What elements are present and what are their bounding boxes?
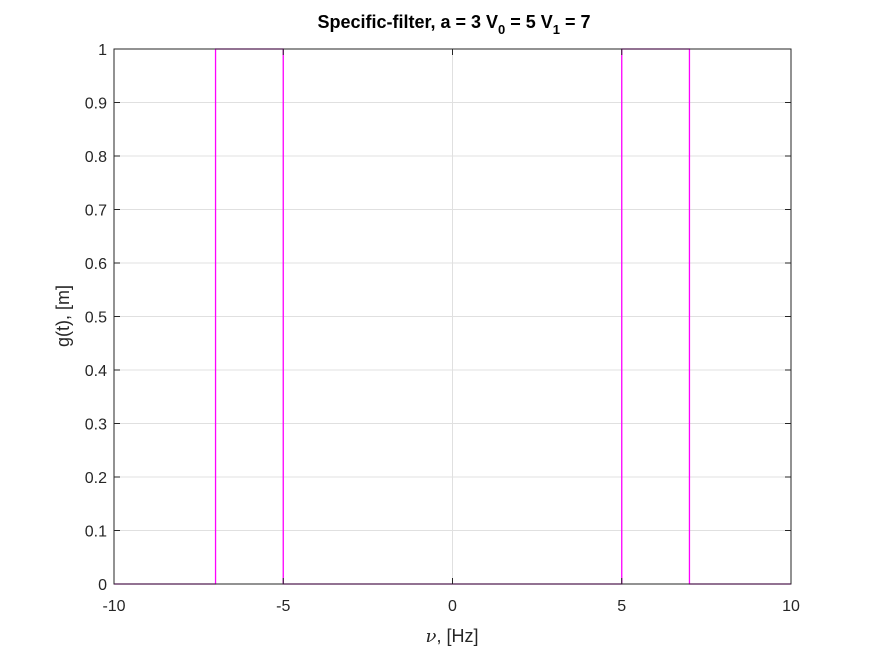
- x-tick-label: -10: [102, 598, 125, 615]
- y-tick-label: 0.4: [85, 363, 107, 380]
- y-tick-label: 0.7: [85, 203, 107, 220]
- y-tick-label: 0.2: [85, 470, 107, 487]
- y-tick-label: 0.6: [85, 256, 107, 273]
- x-axis-symbol: ν: [426, 626, 437, 647]
- x-axis-unit: , [Hz]: [436, 626, 478, 646]
- y-tick-label: 0.8: [85, 149, 107, 166]
- y-tick-label: 0: [98, 577, 107, 594]
- y-tick-labels: 0 0.1 0.2 0.3 0.4 0.5 0.6 0.7 0.8 0.9 1: [85, 42, 107, 594]
- y-axis-label: g(t), [m]: [53, 285, 73, 347]
- title-subscript-0: 0: [498, 22, 505, 37]
- y-tick-label: 0.9: [85, 96, 107, 113]
- x-axis-label: ν, [Hz]: [426, 626, 479, 647]
- x-tick-label: 0: [448, 598, 457, 615]
- chart-title: Specific-filter, a = 3 V0 = 5 V1 = 7: [317, 12, 590, 37]
- title-subscript-1: 1: [553, 22, 560, 37]
- x-tick-label: 10: [782, 598, 800, 615]
- title-prefix: Specific-filter, a = 3 V: [317, 12, 498, 32]
- title-middle: = 5 V: [505, 12, 553, 32]
- title-suffix: = 7: [560, 12, 591, 32]
- y-tick-label: 0.5: [85, 310, 107, 327]
- x-tick-labels: -10 -5 0 5 10: [102, 598, 800, 615]
- x-tick-label: -5: [276, 598, 290, 615]
- tick-marks: [113, 48, 792, 585]
- x-tick-label: 5: [617, 598, 626, 615]
- y-tick-label: 1: [98, 42, 107, 59]
- y-tick-label: 0.3: [85, 417, 107, 434]
- y-tick-label: 0.1: [85, 524, 107, 541]
